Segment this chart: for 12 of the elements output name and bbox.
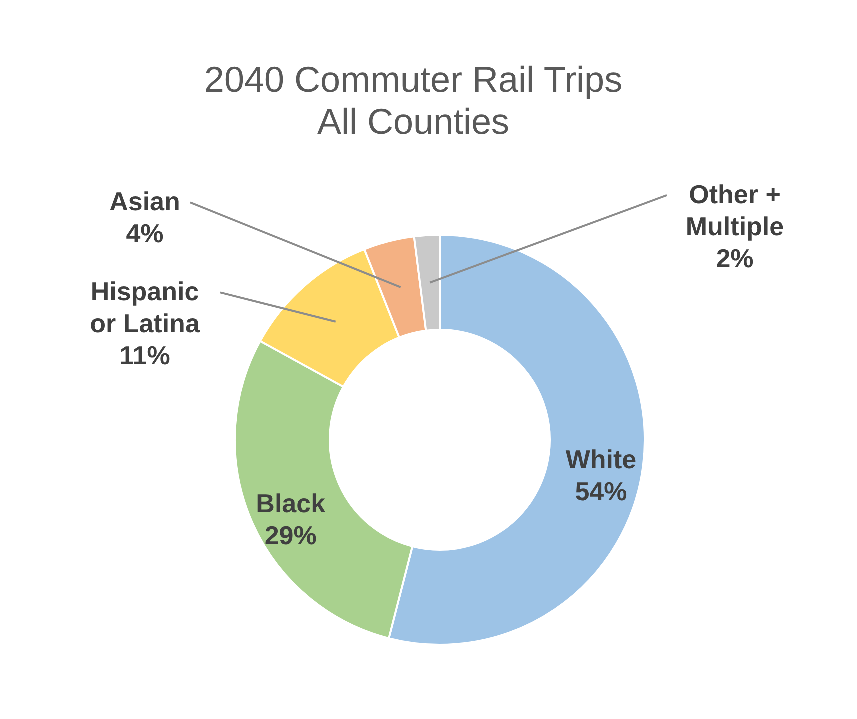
- chart-title: 2040 Commuter Rail Trips: [204, 59, 623, 100]
- chart-subtitle: All Counties: [317, 101, 510, 142]
- slice-label: Black: [256, 488, 326, 519]
- data-label: 4%: [126, 218, 164, 249]
- data-label: 54%: [575, 476, 628, 506]
- data-label: 29%: [264, 520, 317, 551]
- slice-label: Asian: [110, 186, 180, 217]
- data-label: 2%: [716, 243, 754, 274]
- data-label: 11%: [120, 340, 170, 371]
- slice-label: Hispanic or Latina: [90, 276, 200, 339]
- slice-label: White: [566, 444, 637, 474]
- slice-label: Other + Multiple: [686, 179, 784, 242]
